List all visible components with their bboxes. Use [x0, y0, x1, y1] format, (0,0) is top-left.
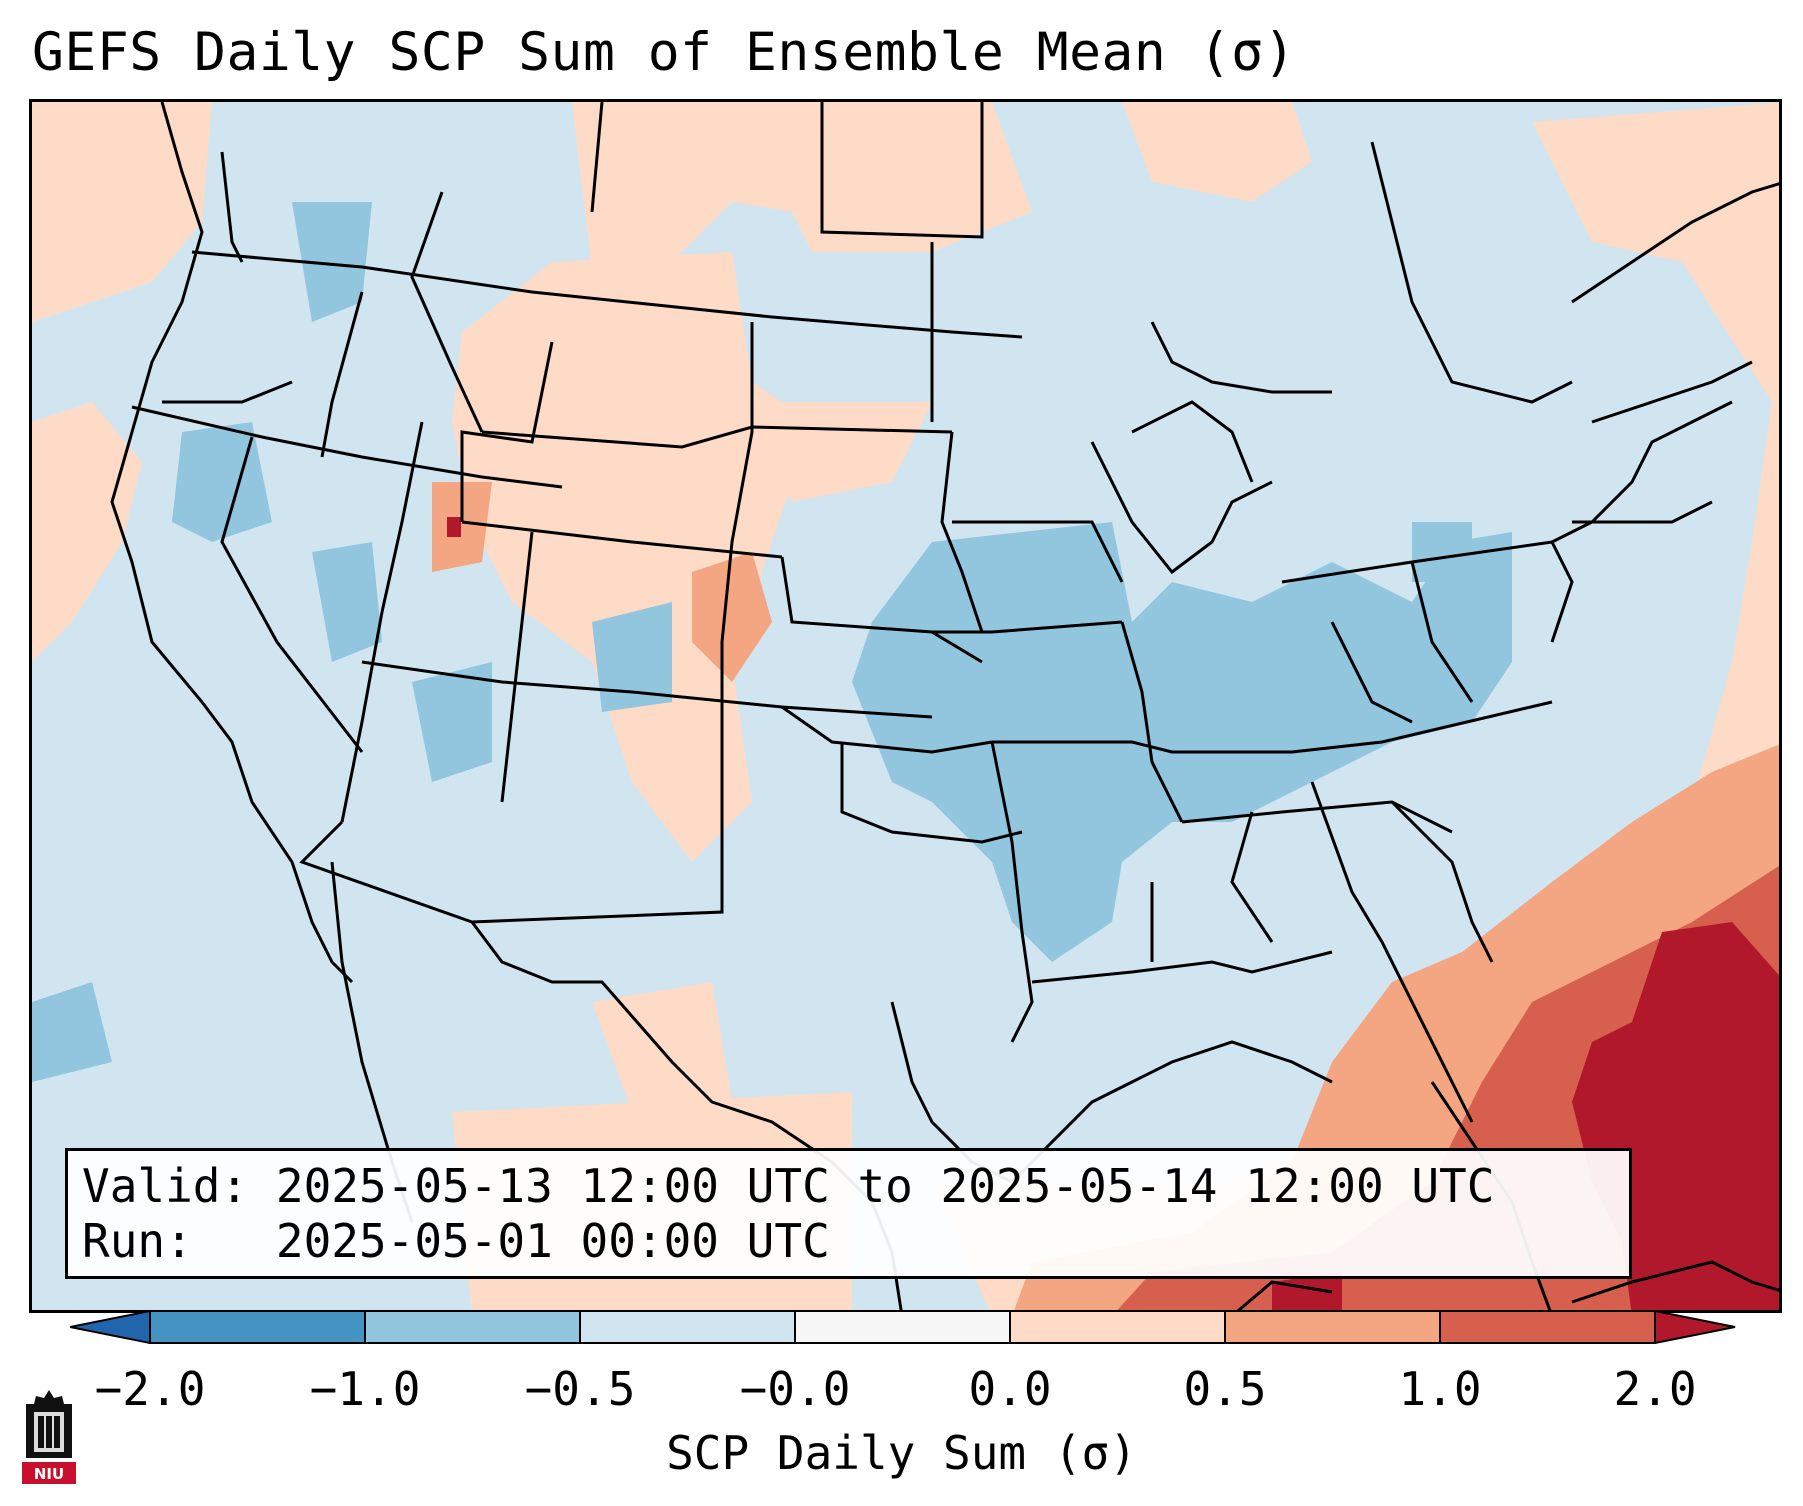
colorbar-tick-label: 2.0 [1613, 1362, 1697, 1416]
svg-text:NIU: NIU [34, 1465, 64, 1483]
valid-label: Valid: [82, 1159, 249, 1213]
colorbar-tick-label: 0.0 [968, 1362, 1052, 1416]
colorbar-tick-label: 1.0 [1398, 1362, 1482, 1416]
colorbar-low-extension [70, 1310, 151, 1344]
colorbar-segment [1225, 1311, 1441, 1343]
colorbar-segment [580, 1311, 796, 1343]
state-boundaries [110, 102, 1779, 1310]
run-value: 2025-05-01 00:00 UTC [275, 1214, 830, 1268]
colorbar-tick-label: −2.0 [94, 1362, 206, 1416]
colorbar-segment [1440, 1311, 1656, 1343]
colorbar-label: SCP Daily Sum (σ) [666, 1426, 1137, 1480]
map-panel [29, 99, 1782, 1313]
colorbar-segment [795, 1311, 1011, 1343]
colorbar-segment [365, 1311, 581, 1343]
chart-title: GEFS Daily SCP Sum of Ensemble Mean (σ) [32, 22, 1296, 83]
valid-value: 2025-05-13 12:00 UTC to 2025-05-14 12:00… [275, 1159, 1495, 1213]
colorbar-tick-label: −1.0 [309, 1362, 421, 1416]
colorbar-high-extension [1654, 1310, 1736, 1344]
colorbar [70, 1310, 1736, 1344]
colorbar-segment [1010, 1311, 1226, 1343]
colorbar-segment [150, 1311, 366, 1343]
run-label: Run: [82, 1214, 193, 1268]
valid-run-info-box: Valid: 2025-05-13 12:00 UTC to 2025-05-1… [65, 1148, 1632, 1279]
map-canvas [32, 102, 1779, 1310]
colorbar-tick-label: −0.5 [524, 1362, 636, 1416]
niu-logo-icon: NIU [22, 1390, 76, 1484]
colorbar-tick-label: −0.0 [739, 1362, 851, 1416]
negative-anomaly-shading [32, 202, 1512, 1082]
colorbar-tick-label: 0.5 [1183, 1362, 1267, 1416]
